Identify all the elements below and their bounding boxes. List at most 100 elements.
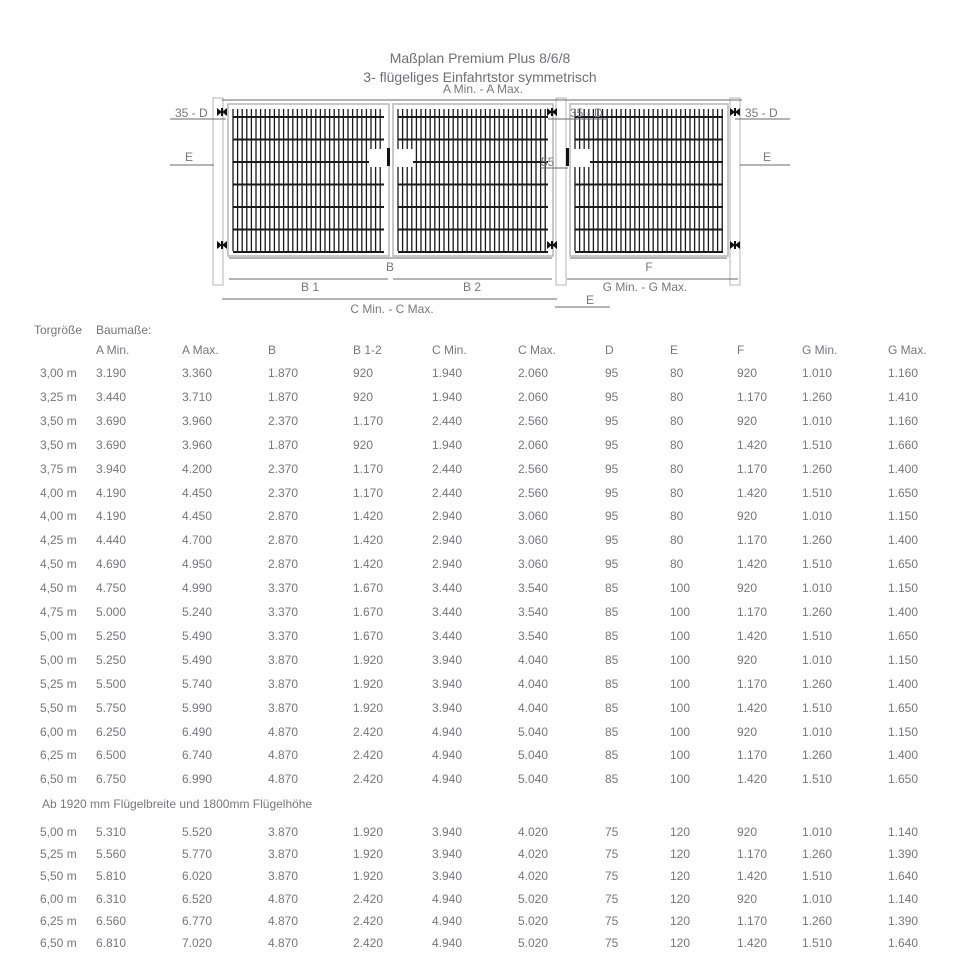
dim-label-e-right: E (763, 150, 771, 164)
table-cell: 95 (605, 366, 619, 380)
table-cell: 1.170 (737, 389, 768, 404)
table-cell: 3.940 (96, 461, 127, 476)
table-cell: 2.560 (518, 485, 549, 500)
table-cell: 3.370 (268, 605, 299, 619)
table-cell: 1.010 (802, 581, 833, 596)
table-cell: 1.870 (268, 389, 299, 404)
table-cell: 920 (737, 581, 758, 596)
page-subtitle: 3- flügeliges Einfahrtstor symmetrisch (363, 69, 597, 85)
table-cell: 6.990 (182, 772, 213, 787)
table-cell: 1.010 (802, 724, 833, 739)
table-cell: 4.040 (518, 652, 549, 667)
table-cell: 3.870 (268, 700, 299, 715)
table-cell: 4.440 (96, 533, 127, 548)
table-cell: 1.260 (802, 913, 833, 928)
table-cell: 75 (605, 825, 619, 839)
leaf-1 (227, 103, 390, 257)
table-cell: 1.650 (888, 557, 919, 572)
table-cell: 2.440 (432, 461, 463, 476)
table-cell: 95 (605, 437, 619, 452)
table-cell: 3.870 (268, 652, 299, 667)
table-cell: 3.870 (268, 825, 299, 839)
table-cell: 2.940 (432, 509, 463, 524)
table-cell: 4.020 (518, 825, 549, 839)
table-cell: 4.940 (432, 891, 463, 906)
table-cell: 1.150 (888, 509, 919, 524)
dim-label-d-right: 35 - D (745, 106, 778, 120)
table-cell: 6.250 (96, 724, 127, 739)
table-cell: 80 (670, 557, 684, 572)
gate-size-cell: 5,25 m (40, 676, 77, 691)
table-cell: 2.420 (353, 913, 384, 928)
table-cell: 100 (670, 605, 691, 619)
table-cell: 4.870 (268, 891, 299, 906)
table-cell: 2.060 (518, 389, 549, 404)
table-cell: 1.420 (737, 628, 768, 643)
table-cell: 100 (670, 628, 691, 643)
table-cell: 6.740 (182, 748, 213, 763)
table-cell: 4.040 (518, 676, 549, 691)
table-cell: 2.560 (518, 461, 549, 476)
table-cell: 120 (670, 869, 691, 884)
column-header: C Min. (432, 343, 467, 357)
table-cell: 920 (737, 652, 758, 667)
hinge-icon (217, 108, 227, 116)
column-header: B (268, 343, 277, 357)
table-cell: 2.440 (432, 413, 463, 428)
table-cell: 1.650 (888, 485, 919, 500)
column-header: D (605, 343, 614, 357)
table-cell: 95 (605, 509, 619, 524)
table-cell: 5.020 (518, 891, 549, 906)
table-cell: 1.170 (353, 413, 384, 428)
column-header: B 1-2 (353, 343, 382, 357)
dimension-lines (170, 99, 790, 308)
table-cell: 5.000 (96, 605, 127, 619)
gate-size-cell: 5,00 m (40, 652, 77, 667)
dim-label-b1: B 1 (301, 280, 319, 294)
table-cell: 95 (605, 389, 619, 404)
table-cell: 1.390 (888, 913, 919, 928)
gate-size-cell: 3,75 m (40, 461, 77, 476)
table-cell: 80 (670, 413, 684, 428)
table-cell: 4.040 (518, 700, 549, 715)
gate-structure (212, 97, 741, 286)
table-cell: 3.940 (432, 869, 463, 884)
table-cell: 3.060 (518, 557, 549, 572)
table-cell: 1.390 (888, 847, 919, 862)
dim-label-e-bottom: E (586, 293, 594, 307)
table-cell: 4.940 (432, 772, 463, 787)
hinge-icon (730, 108, 740, 116)
table-cell: 2.420 (353, 724, 384, 739)
table-cell: 2.060 (518, 366, 549, 380)
gate-size-cell: 4,50 m (40, 581, 77, 596)
table-cell: 3.940 (432, 825, 463, 839)
table-cell: 4.940 (432, 936, 463, 950)
table-cell: 2.870 (268, 509, 299, 524)
table-cell: 4.450 (182, 509, 213, 524)
table-cell: 3.190 (96, 366, 127, 380)
dim-label-a: A Min. - A Max. (443, 82, 523, 96)
column-header: A Max. (182, 343, 219, 357)
table-cell: 1.260 (802, 748, 833, 763)
table-cell: 3.870 (268, 847, 299, 862)
table-cell: 1.150 (888, 581, 919, 596)
hinge-icon (730, 241, 740, 249)
table-cell: 1.420 (737, 485, 768, 500)
section-note: Ab 1920 mm Flügelbreite und 1800mm Flüge… (42, 797, 313, 811)
table-cell: 100 (670, 652, 691, 667)
table-cell: 2.560 (518, 413, 549, 428)
table-cell: 75 (605, 847, 619, 862)
table-cell: 3.690 (96, 437, 127, 452)
table-cell: 2.060 (518, 437, 549, 452)
table-cell: 3.060 (518, 509, 549, 524)
table-cell: 1.510 (802, 700, 833, 715)
table-cell: 6.560 (96, 913, 127, 928)
gate-size-cell: 6,50 m (40, 936, 77, 950)
table-cell: 4.940 (432, 724, 463, 739)
row-header-label: Torgröße (34, 323, 83, 337)
table-cell: 4.190 (96, 485, 127, 500)
table-cell: 85 (605, 628, 619, 643)
table-cell: 1.920 (353, 700, 384, 715)
table-cell: 1.010 (802, 509, 833, 524)
table-cell: 1.420 (737, 437, 768, 452)
